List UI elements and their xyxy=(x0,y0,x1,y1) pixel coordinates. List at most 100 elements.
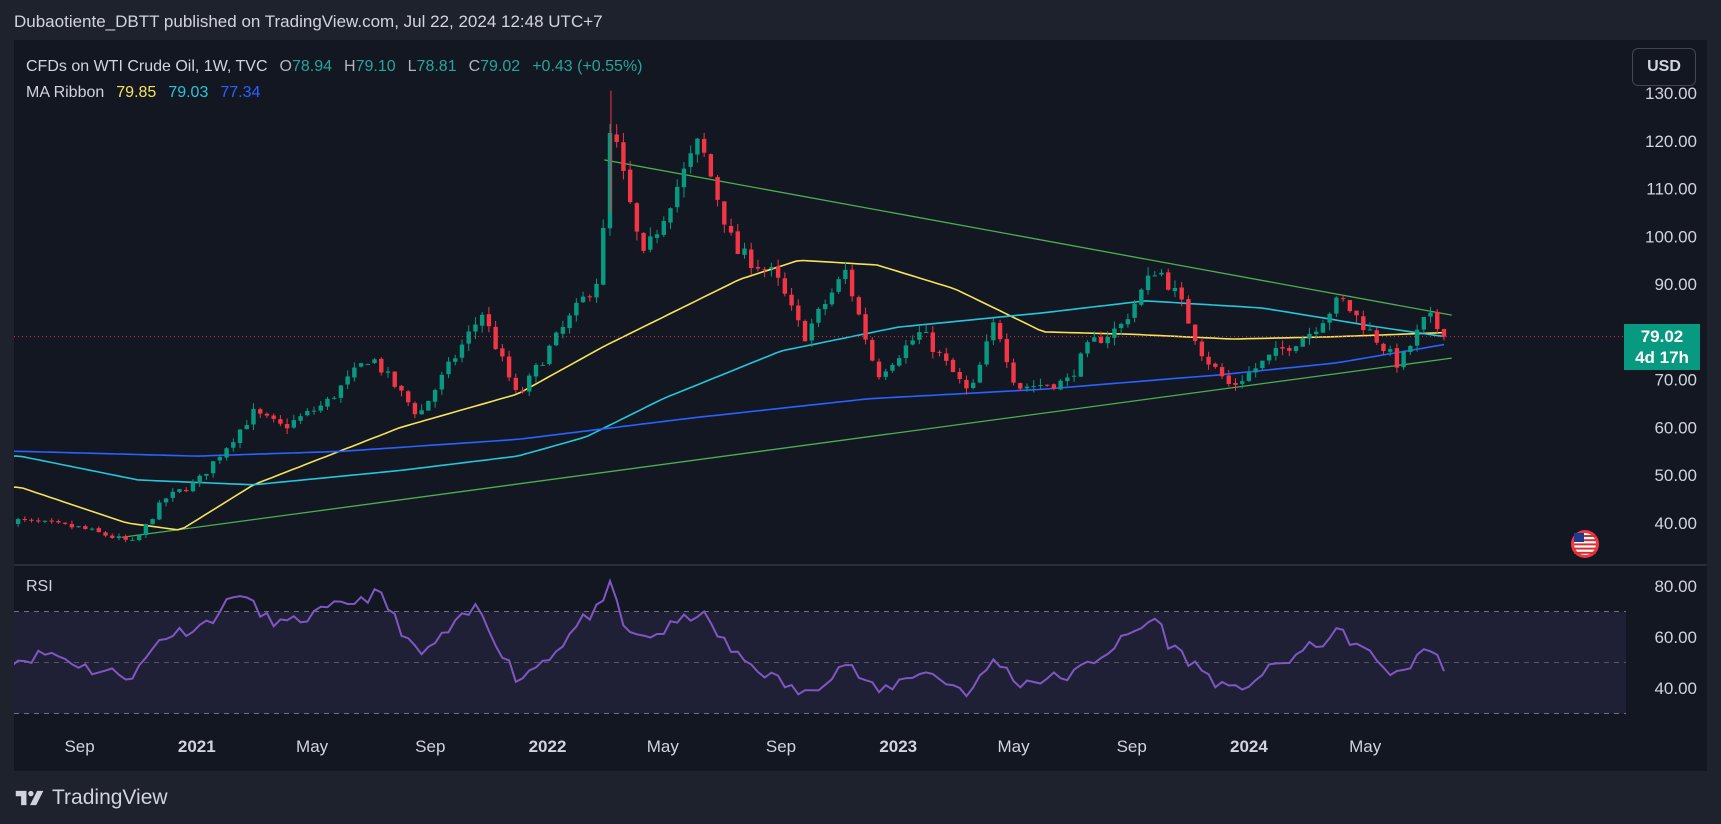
flag-stripe xyxy=(1574,547,1596,550)
ohlc-row: CFDs on WTI Crude Oil, 1W, TVC O78.94 H79.… xyxy=(26,54,643,80)
high-label: H xyxy=(344,58,356,75)
ascending-trendline xyxy=(121,357,1452,538)
close-label: C xyxy=(468,58,481,75)
candle-up xyxy=(325,398,330,407)
candle-down xyxy=(775,266,781,278)
candle-up xyxy=(190,482,196,492)
candle-up xyxy=(1065,377,1070,382)
candle-up xyxy=(1031,385,1036,387)
low-label: L xyxy=(407,58,417,75)
candle-down xyxy=(1280,347,1285,349)
candle-down xyxy=(1213,363,1218,367)
candle-up xyxy=(1152,275,1157,277)
candle-up xyxy=(823,304,828,310)
candle-up xyxy=(1125,319,1131,325)
candle-up xyxy=(352,367,357,378)
candle-down xyxy=(1381,343,1386,351)
candle-down xyxy=(1287,347,1292,351)
candle-up xyxy=(1327,313,1332,323)
candle-up xyxy=(896,358,902,366)
time-axis-label: 2023 xyxy=(879,737,917,756)
candle-up xyxy=(580,296,586,303)
candle-down xyxy=(964,379,969,389)
candle-down xyxy=(755,266,761,269)
candle-down xyxy=(634,203,640,232)
candle-up xyxy=(829,292,835,305)
candle-up xyxy=(439,374,445,390)
candle-up xyxy=(170,491,175,498)
candle-down xyxy=(500,348,505,357)
rsi-line xyxy=(14,577,1445,698)
candle-up xyxy=(1266,354,1272,361)
candle-up xyxy=(1253,368,1258,373)
price-axis-label: 60.00 xyxy=(1654,418,1697,437)
candle-up xyxy=(210,461,216,474)
candle-down xyxy=(184,489,189,492)
candle-up xyxy=(1112,328,1117,338)
candle-down xyxy=(863,314,868,340)
candle-up xyxy=(1401,351,1406,368)
candle-up xyxy=(836,279,841,292)
candle-down xyxy=(1098,336,1104,344)
candle-down xyxy=(708,154,714,177)
candle-down xyxy=(110,535,115,538)
candle-up xyxy=(661,220,666,235)
candle-down xyxy=(870,339,875,361)
candle-up xyxy=(224,448,229,458)
price-axis-label: 90.00 xyxy=(1654,275,1697,294)
candle-up xyxy=(318,405,323,411)
ma-ribbon-label[interactable]: MA Ribbon xyxy=(26,84,105,101)
candle-down xyxy=(614,134,619,142)
candle-up xyxy=(291,420,297,428)
candle-up xyxy=(358,363,364,367)
tradingview-brand[interactable]: TradingView xyxy=(14,786,168,810)
candle-up xyxy=(1246,372,1252,381)
candle-up xyxy=(1118,323,1124,329)
candle-down xyxy=(627,169,633,203)
flag-stripe xyxy=(1574,535,1596,537)
time-axis-label: May xyxy=(997,737,1030,756)
candle-up xyxy=(1300,338,1305,347)
time-axis-label: Sep xyxy=(1117,737,1147,756)
last-price-tag: 79.02 4d 17h xyxy=(1624,324,1700,370)
candle-down xyxy=(412,403,418,415)
currency-button[interactable]: USD xyxy=(1632,48,1696,86)
open-label: O xyxy=(279,58,292,75)
candle-up xyxy=(163,498,169,503)
price-axis-label: 40.00 xyxy=(1654,514,1697,533)
candle-up xyxy=(15,519,21,524)
candle-down xyxy=(1374,330,1379,343)
candle-up xyxy=(231,442,236,448)
candle-down xyxy=(1347,300,1353,312)
candle-up xyxy=(1320,323,1326,333)
candle-up xyxy=(547,345,552,364)
candle-down xyxy=(405,391,411,403)
publish-caption: Dubaotiente_DBTT published on TradingVie… xyxy=(14,12,603,31)
candle-down xyxy=(789,294,794,306)
candle-up xyxy=(1159,272,1164,275)
candle-down xyxy=(1435,311,1440,330)
candle-up xyxy=(1414,329,1420,346)
candle-up xyxy=(1307,333,1312,339)
candle-up xyxy=(473,324,478,332)
candle-down xyxy=(782,278,788,294)
us-flag-icon[interactable] xyxy=(1571,530,1599,558)
candle-down xyxy=(849,269,855,297)
candle-up xyxy=(157,502,162,520)
candle-down xyxy=(69,524,75,528)
candle-down xyxy=(1233,382,1238,385)
candle-down xyxy=(1051,384,1057,389)
time-axis-label: Sep xyxy=(64,737,94,756)
candle-down xyxy=(1011,362,1016,383)
candle-down xyxy=(735,231,740,255)
symbol-title[interactable]: CFDs on WTI Crude Oil, 1W, TVC xyxy=(26,58,268,75)
candle-down xyxy=(930,332,936,352)
candle-up xyxy=(1367,329,1373,331)
candle-down xyxy=(493,326,498,350)
candle-up xyxy=(984,341,989,365)
low-value: 78.81 xyxy=(416,58,457,75)
candle-down xyxy=(957,371,962,379)
candle-down xyxy=(621,142,626,172)
candle-up xyxy=(466,331,471,344)
